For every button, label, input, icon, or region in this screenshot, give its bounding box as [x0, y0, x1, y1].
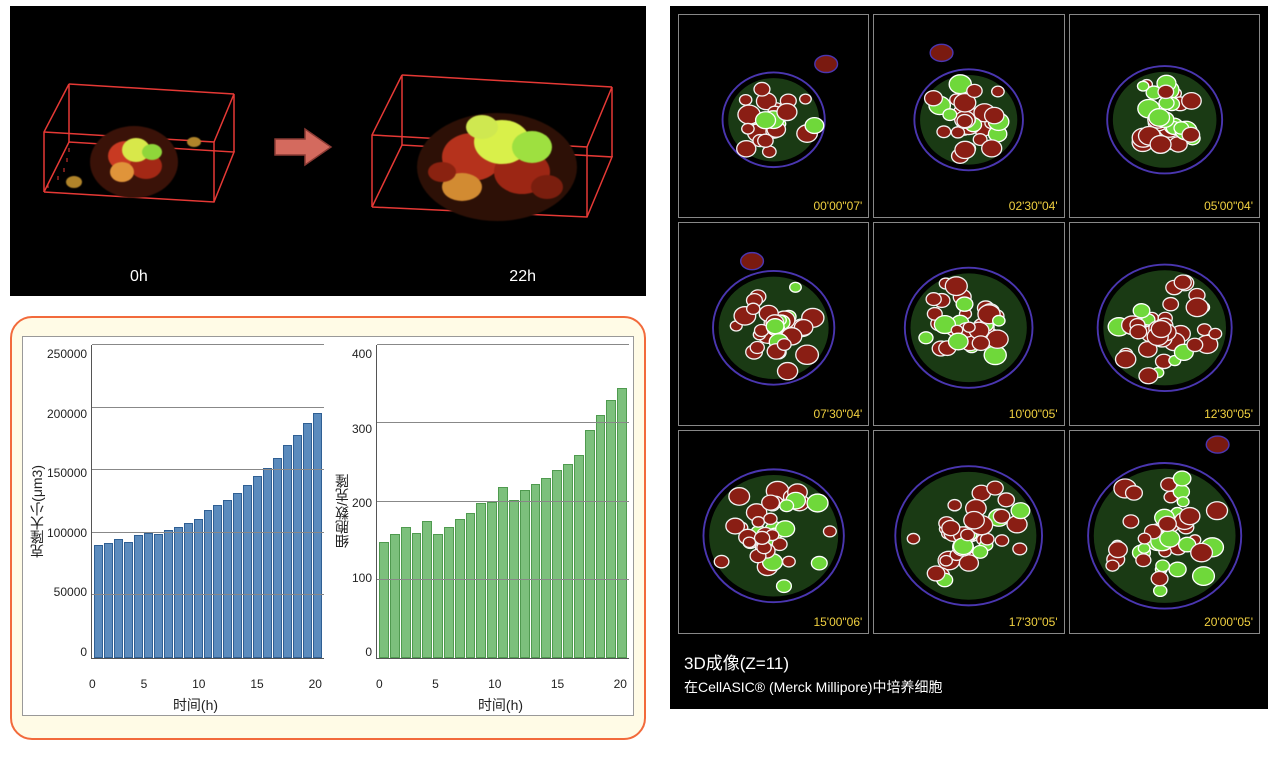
timelapse-frame: 07'30"04': [678, 222, 869, 426]
ylabel-right: 细胞数/克隆: [332, 474, 352, 548]
arrow-icon: [273, 127, 333, 167]
bar: [154, 534, 163, 658]
bar: [422, 521, 432, 658]
timelapse-frame: 12'30"05': [1069, 222, 1260, 426]
bar: [313, 413, 322, 658]
bar: [253, 476, 262, 658]
bar: [563, 464, 573, 658]
timestamp-label: 02'30"04': [1009, 199, 1058, 213]
chart-inner: 克隆大小(μm3) 250000200000150000100000500000…: [22, 336, 634, 716]
timelapse-frame: 20'00"05': [1069, 430, 1260, 634]
xlabel-right: 时间(h): [372, 691, 629, 715]
bar: [401, 527, 411, 658]
bar: [520, 490, 530, 658]
cell-count-chart: 细胞数/克隆 4003002001000 05101520 时间(h): [328, 341, 633, 715]
bar: [174, 527, 183, 658]
timestamp-label: 07'30"04': [813, 407, 862, 421]
bar: [466, 513, 476, 658]
bar: [455, 519, 465, 658]
bar: [444, 527, 454, 658]
timestamp-label: 15'00"06': [813, 615, 862, 629]
bar: [104, 543, 113, 658]
yticks-left: 250000200000150000100000500000: [47, 345, 91, 677]
xticks-right: 05101520: [374, 677, 629, 691]
bar: [390, 534, 400, 658]
bar: [263, 468, 272, 658]
bar: [498, 487, 508, 658]
bar: [412, 533, 422, 658]
bar: [233, 493, 242, 658]
timestamp-label: 05'00"04': [1204, 199, 1253, 213]
bar: [303, 423, 312, 658]
bar: [585, 430, 595, 658]
timestamp-label: 20'00"05': [1204, 615, 1253, 629]
bar: [379, 542, 389, 658]
bar: [531, 484, 541, 658]
bar: [552, 470, 562, 658]
scene-label-22h: 22h: [509, 268, 536, 286]
clone-size-chart: 克隆大小(μm3) 250000200000150000100000500000…: [23, 341, 328, 715]
bar: [476, 503, 486, 658]
plot-left: [91, 345, 324, 659]
timestamp-label: 17'30"05': [1009, 615, 1058, 629]
timestamp-label: 00'00"07': [813, 199, 862, 213]
threeD-panel: 0h: [10, 6, 646, 296]
bar: [94, 545, 103, 658]
ylabel-left: 克隆大小(μm3): [27, 465, 47, 558]
xticks-left: 05101520: [87, 677, 324, 691]
timestamp-label: 10'00"05': [1009, 407, 1058, 421]
timelapse-frame: 02'30"04': [873, 14, 1064, 218]
bar: [606, 400, 616, 658]
timelapse-grid: 00'00"07' 02'30"04' 05'00"04' 07'30"04' 10'0…: [670, 6, 1268, 642]
bar: [574, 455, 584, 658]
bar: [596, 415, 606, 658]
caption-line2: 在CellASIC® (Merck Millipore)中培养细胞: [684, 677, 1254, 697]
yticks-right: 4003002001000: [352, 345, 376, 677]
bar: [283, 445, 292, 658]
bar: [134, 535, 143, 658]
bar: [124, 542, 133, 658]
timelapse-frame: 00'00"07': [678, 14, 869, 218]
bar: [223, 500, 232, 658]
bar: [213, 505, 222, 658]
bar: [487, 502, 497, 659]
bar: [433, 534, 443, 658]
bar: [194, 519, 203, 658]
caption: 3D成像(Z=11) 在CellASIC® (Merck Millipore)中…: [670, 642, 1268, 709]
timelapse-frame: 05'00"04': [1069, 14, 1260, 218]
bar: [541, 478, 551, 658]
plot-right: [376, 345, 629, 659]
scene-0h: [34, 72, 244, 222]
timestamp-label: 12'30"05': [1204, 407, 1253, 421]
timelapse-frame: 15'00"06': [678, 430, 869, 634]
bar: [243, 485, 252, 658]
timelapse-frame: 10'00"05': [873, 222, 1064, 426]
wirebox-0h: [34, 72, 244, 222]
timelapse-frame: 17'30"05': [873, 430, 1064, 634]
caption-line1: 3D成像(Z=11): [684, 652, 1254, 677]
scene-22h: [362, 57, 622, 237]
bar: [617, 388, 627, 658]
bar: [144, 533, 153, 658]
scene-label-0h: 0h: [130, 268, 148, 286]
wirebox-22h: [362, 57, 622, 237]
bar: [273, 458, 282, 658]
xlabel-left: 时间(h): [67, 691, 324, 715]
bar: [114, 539, 123, 658]
chart-panel: 克隆大小(μm3) 250000200000150000100000500000…: [10, 316, 646, 740]
bar: [184, 523, 193, 658]
